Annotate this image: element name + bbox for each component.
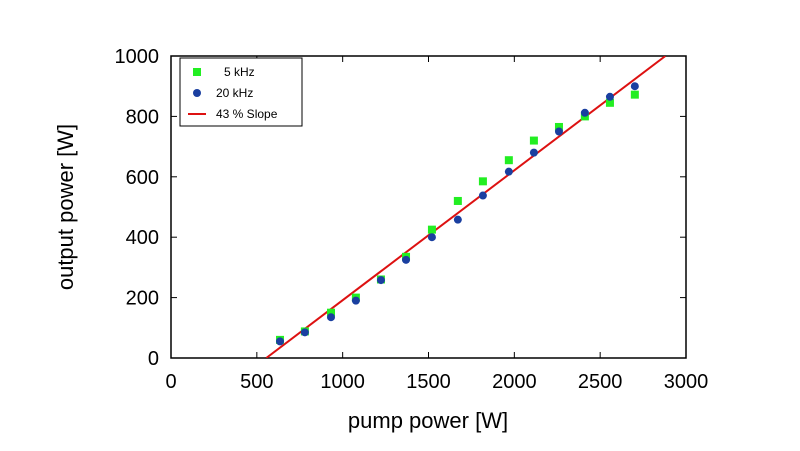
data-point-20khz [376,276,385,285]
data-point-20khz [326,313,335,322]
data-point-5khz [504,156,513,165]
x-tick-label: 2500 [578,371,623,393]
data-point-5khz [427,225,436,234]
x-tick-label: 1500 [406,371,451,393]
slope-line [265,56,667,358]
x-tick-label: 500 [240,371,273,393]
data-point-5khz [326,308,335,317]
data-point-5khz [605,98,614,107]
data-point-5khz [478,177,487,186]
data-point-20khz [453,215,462,224]
data-point-5khz [630,90,639,99]
y-tick-label: 0 [148,348,159,370]
data-point-5khz [554,122,563,131]
data-point-5khz [453,196,462,205]
x-tick-label: 2000 [492,371,537,393]
x-tick-label: 3000 [664,371,709,393]
data-point-20khz [630,82,639,91]
data-point-20khz [300,328,309,337]
legend-label: 43 % Slope [216,107,278,121]
data-point-20khz [504,167,513,176]
x-tick-label: 1000 [320,371,365,393]
data-point-20khz [427,233,436,242]
legend-label: 20 kHz [216,86,253,100]
y-tick-label: 600 [126,167,159,189]
data-point-20khz [554,127,563,136]
legend-label: 5 kHz [224,65,255,79]
legend-swatch-circle [193,89,201,97]
y-tick-label: 400 [126,227,159,249]
data-point-20khz [351,296,360,305]
x-axis-label: pump power [W] [348,408,508,433]
data-point-20khz [529,148,538,157]
y-tick-label: 1000 [115,46,160,68]
data-point-20khz [580,108,589,117]
legend-swatch-square [193,68,201,76]
data-point-20khz [402,255,411,264]
data-point-20khz [276,337,285,346]
data-point-5khz [529,136,538,145]
y-tick-label: 800 [126,106,159,128]
y-tick-label: 200 [126,288,159,310]
data-point-20khz [605,92,614,101]
y-axis-label: output power [W] [53,124,78,290]
data-point-20khz [478,191,487,200]
x-tick-label: 0 [165,371,176,393]
legend: 5 kHz 20 kHz 43 % Slope [179,57,303,127]
